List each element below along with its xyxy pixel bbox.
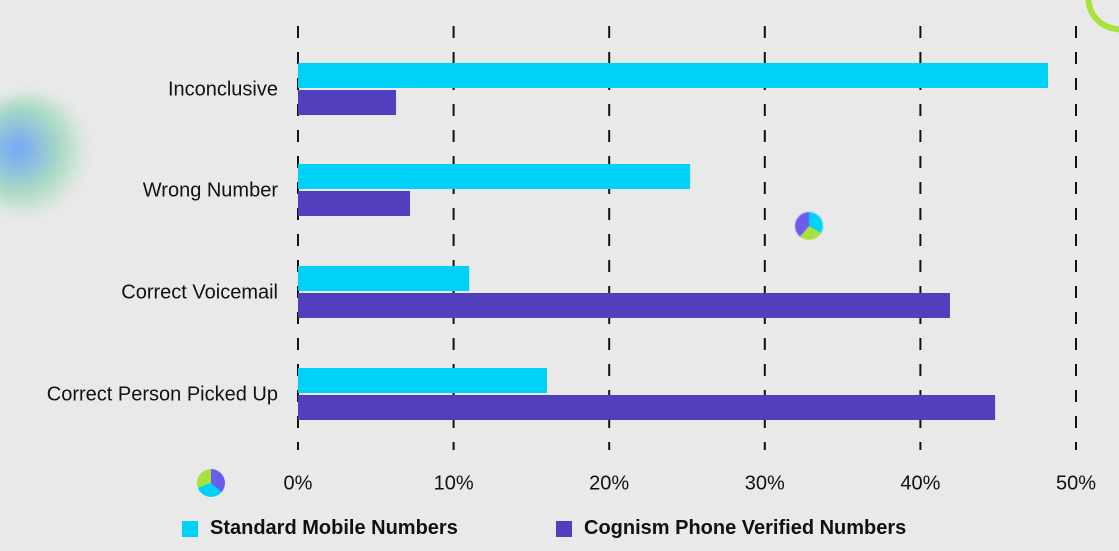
- decorative-pie-dot-1: [795, 212, 823, 240]
- legend-item-cognism: Cognism Phone Verified Numbers: [556, 517, 906, 540]
- bar-3-series-1: [298, 395, 996, 420]
- legend-swatch-cognism: [556, 520, 572, 537]
- legend-swatch-standard: [182, 520, 198, 537]
- decorative-pie-dot-2: [197, 469, 225, 497]
- category-label-2: Correct Voicemail: [121, 281, 278, 303]
- x-tick-label-3: 30%: [745, 472, 785, 494]
- bar-0-series-1: [298, 90, 397, 115]
- x-tick-label-0: 0%: [284, 472, 313, 494]
- legend-item-standard: Standard Mobile Numbers: [182, 517, 458, 540]
- category-label-3: Correct Person Picked Up: [47, 383, 278, 405]
- legend-label-standard: Standard Mobile Numbers: [210, 517, 458, 539]
- bar-3-series-0: [298, 368, 547, 393]
- bar-0-series-0: [298, 63, 1048, 88]
- legend-label-cognism: Cognism Phone Verified Numbers: [584, 517, 907, 539]
- bar-2-series-0: [298, 266, 470, 291]
- bar-1-series-1: [298, 191, 411, 216]
- category-label-0: Inconclusive: [168, 78, 278, 100]
- x-tick-label-5: 50%: [1056, 472, 1096, 494]
- bar-1-series-0: [298, 164, 691, 189]
- x-tick-label-2: 20%: [589, 472, 629, 494]
- x-tick-label-1: 10%: [434, 472, 474, 494]
- x-tick-label-4: 40%: [900, 472, 940, 494]
- category-label-1: Wrong Number: [143, 179, 279, 201]
- legend: Standard Mobile Numbers Cognism Phone Ve…: [0, 511, 1119, 543]
- bar-2-series-1: [298, 293, 950, 318]
